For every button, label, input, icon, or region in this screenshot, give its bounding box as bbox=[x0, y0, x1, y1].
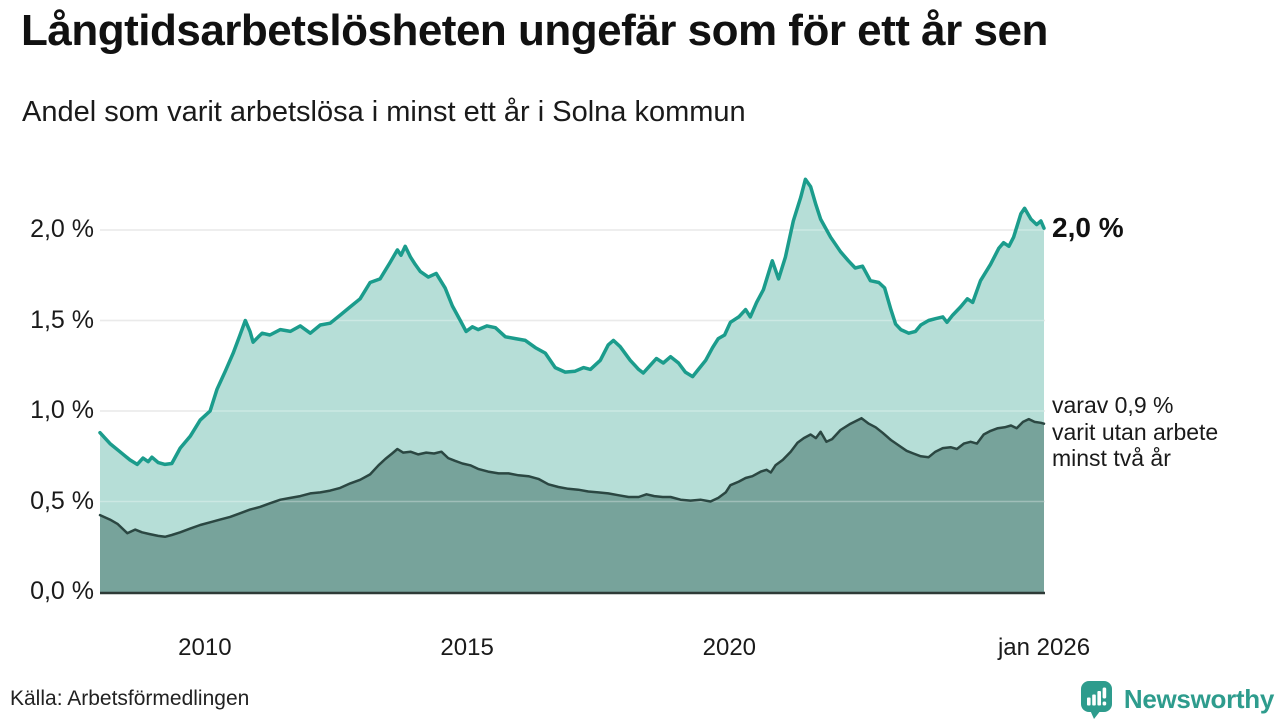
x-tick-label: jan 2026 bbox=[997, 634, 1091, 661]
y-tick-label: 0,5 % bbox=[30, 486, 94, 515]
chart-subtitle: Andel som varit arbetslösa i minst ett å… bbox=[22, 96, 746, 128]
x-tick-label: 2010 bbox=[178, 634, 232, 661]
end-value-label: 2,0 % bbox=[1052, 212, 1124, 243]
x-tick-label: 2015 bbox=[440, 634, 494, 661]
line-minst-ett-ar bbox=[98, 177, 1046, 467]
x-tick-label: 2020 bbox=[702, 634, 757, 661]
source-note: Källa: Arbetsförmedlingen bbox=[10, 687, 250, 710]
y-tick-label: 0,0 % bbox=[30, 577, 94, 605]
y-tick-label: 1,0 % bbox=[30, 396, 94, 424]
brand-logo: Newsworthy bbox=[1078, 678, 1274, 720]
newsworthy-pin-icon bbox=[1080, 681, 1112, 719]
series-annotation: varav 0,9 % varit utan arbete minst två … bbox=[1052, 392, 1219, 471]
area-minst-tva-ar bbox=[100, 418, 1044, 592]
y-tick-label: 1,5 % bbox=[30, 305, 94, 334]
line-minst-tva-ar bbox=[98, 416, 1046, 539]
page-title: Långtidsarbetslösheten ungefär som för e… bbox=[21, 6, 1048, 55]
y-axis: 2,0 % 1,5 % 1,0 % 0,5 % 0,0 % bbox=[0, 0, 94, 720]
brand-name: Newsworthy bbox=[1123, 683, 1274, 714]
y-tick-label: 2,0 % bbox=[30, 215, 94, 243]
